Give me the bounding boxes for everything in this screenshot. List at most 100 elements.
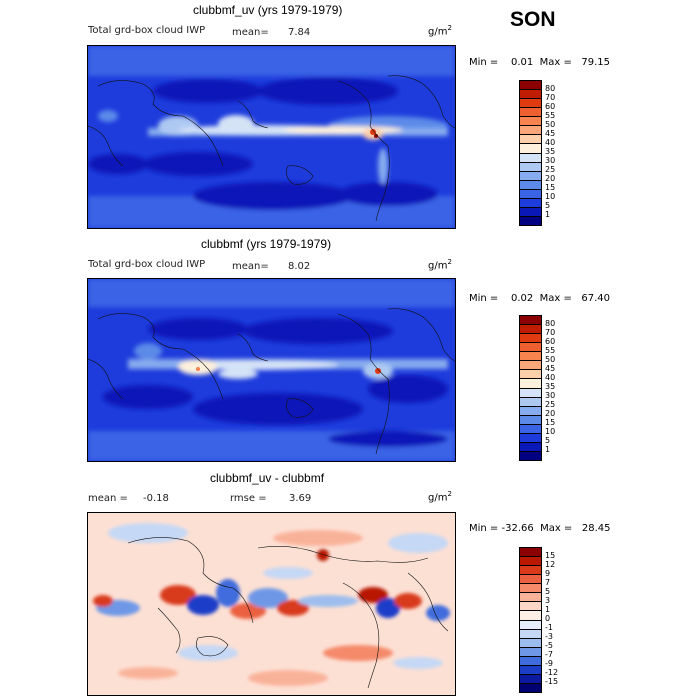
colorbar-tick-label: 1 xyxy=(545,605,551,614)
colorbar-swatch xyxy=(520,620,541,630)
colorbar-swatch xyxy=(520,406,541,416)
panel-1-unit: g/m2 xyxy=(428,24,452,38)
colorbar-tick-label: 20 xyxy=(545,174,556,183)
colorbar-tick-label: 60 xyxy=(545,337,556,346)
colorbar-tick-label: 5 xyxy=(545,436,551,445)
colorbar-swatch xyxy=(520,683,541,692)
colorbar-swatch xyxy=(520,415,541,425)
colorbar-tick-label: 15 xyxy=(545,183,556,192)
colorbar-swatch xyxy=(520,593,541,603)
colorbar-tick-label: 1 xyxy=(545,210,551,219)
colorbar-swatch xyxy=(520,674,541,684)
colorbar-tick-label: 70 xyxy=(545,93,556,102)
colorbar-tick-label: -1 xyxy=(545,623,553,632)
colorbar-tick-label: 35 xyxy=(545,147,556,156)
colorbar-tick-label: 12 xyxy=(545,560,556,569)
colorbar-swatch xyxy=(520,153,541,163)
panel-1-title: clubbmf_uv (yrs 1979-1979) xyxy=(193,3,343,17)
colorbar-tick-label: 3 xyxy=(545,596,551,605)
colorbar-tick-label: 50 xyxy=(545,355,556,364)
colorbar-swatch xyxy=(520,180,541,190)
colorbar-swatch xyxy=(520,638,541,648)
panel-2-mean-value: 8.02 xyxy=(288,261,311,272)
colorbar-swatch xyxy=(520,162,541,172)
panel-1-map-field xyxy=(88,46,455,228)
panel-1-minmax: Min = 0.01 Max = 79.15 xyxy=(469,57,611,68)
colorbar-tick-label: -12 xyxy=(545,668,559,677)
colorbar-swatch xyxy=(520,144,541,154)
colorbar-swatch xyxy=(520,629,541,639)
colorbar-tick-label: 10 xyxy=(545,427,556,436)
colorbar-swatch xyxy=(520,647,541,657)
colorbar-tick-label: 15 xyxy=(545,551,556,560)
colorbar-tick-label: 80 xyxy=(545,84,556,93)
colorbar-swatch xyxy=(520,189,541,199)
colorbar-tick-label: 10 xyxy=(545,192,556,201)
panel-2-unit: g/m2 xyxy=(428,258,452,272)
colorbar-swatch xyxy=(520,207,541,217)
colorbar-swatch xyxy=(520,451,541,460)
colorbar-swatch xyxy=(520,602,541,612)
panel-1-map xyxy=(87,45,456,229)
colorbar-swatch xyxy=(520,665,541,675)
colorbar-swatch xyxy=(520,108,541,118)
colorbar-swatch xyxy=(520,442,541,452)
colorbar-swatch xyxy=(520,557,541,567)
colorbar-tick-label: 55 xyxy=(545,346,556,355)
colorbar-tick-label: 9 xyxy=(545,569,551,578)
panel-1-colorbar xyxy=(519,80,542,226)
colorbar-tick-label: 50 xyxy=(545,120,556,129)
panel-2-map-field xyxy=(88,279,455,461)
colorbar-swatch xyxy=(520,171,541,181)
colorbar-swatch xyxy=(520,361,541,371)
colorbar-swatch xyxy=(520,343,541,353)
colorbar-swatch xyxy=(520,352,541,362)
colorbar-tick-label: 30 xyxy=(545,156,556,165)
panel-3-rmse-label: rmse = xyxy=(230,493,267,504)
colorbar-swatch xyxy=(520,575,541,585)
panel-3-title: clubbmf_uv - clubbmf xyxy=(210,471,325,485)
colorbar-tick-label: -15 xyxy=(545,677,559,686)
season-label: SON xyxy=(510,8,556,31)
colorbar-swatch xyxy=(520,117,541,127)
panel-3-unit: g/m2 xyxy=(428,490,452,504)
colorbar-tick-label: 0 xyxy=(545,614,551,623)
panel-3-mean-label: mean = xyxy=(88,493,128,504)
colorbar-tick-label: 5 xyxy=(545,587,551,596)
colorbar-swatch xyxy=(520,584,541,594)
panel-1-mean-label: mean= xyxy=(232,27,269,38)
panel-2-title: clubbmf (yrs 1979-1979) xyxy=(201,237,332,251)
colorbar-swatch xyxy=(520,397,541,407)
colorbar-swatch xyxy=(520,99,541,109)
panel-3-mean-value: -0.18 xyxy=(143,493,169,504)
panel-2-map xyxy=(87,278,456,462)
panel-3-minmax: Min = -32.66 Max = 28.45 xyxy=(469,523,611,534)
colorbar-swatch xyxy=(520,316,541,326)
colorbar-swatch xyxy=(520,325,541,335)
colorbar-tick-label: 5 xyxy=(545,201,551,210)
colorbar-tick-label: 7 xyxy=(545,578,551,587)
colorbar-tick-label: 80 xyxy=(545,319,556,328)
colorbar-swatch xyxy=(520,81,541,91)
colorbar-tick-label: 1 xyxy=(545,445,551,454)
colorbar-tick-label: 55 xyxy=(545,111,556,120)
colorbar-swatch xyxy=(520,198,541,208)
colorbar-swatch xyxy=(520,433,541,443)
panel-1-mean-value: 7.84 xyxy=(288,27,311,38)
panel-1-variable: Total grd-box cloud IWP xyxy=(88,25,206,36)
colorbar-swatch xyxy=(520,611,541,621)
colorbar-tick-label: -5 xyxy=(545,641,553,650)
colorbar-swatch xyxy=(520,334,541,344)
colorbar-tick-label: 40 xyxy=(545,138,556,147)
colorbar-tick-label: -7 xyxy=(545,650,553,659)
colorbar-tick-label: 70 xyxy=(545,328,556,337)
colorbar-tick-label: 30 xyxy=(545,391,556,400)
colorbar-swatch xyxy=(520,370,541,380)
colorbar-swatch xyxy=(520,566,541,576)
colorbar-tick-label: 45 xyxy=(545,129,556,138)
colorbar-tick-label: 60 xyxy=(545,102,556,111)
panel-3-rmse-value: 3.69 xyxy=(289,493,312,504)
colorbar-swatch xyxy=(520,90,541,100)
panel-2-variable: Total grd-box cloud IWP xyxy=(88,259,206,270)
colorbar-tick-label: -3 xyxy=(545,632,553,641)
